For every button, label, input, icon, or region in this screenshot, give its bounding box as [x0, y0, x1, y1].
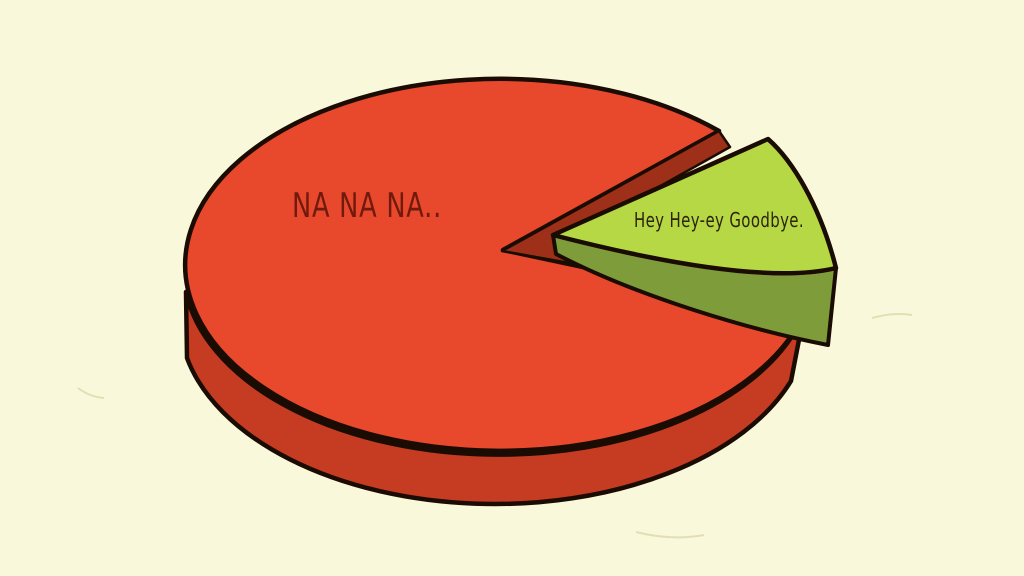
pie-large-slice-top: [182, 76, 807, 454]
small-slice-label: Hey Hey-ey Goodbye.: [634, 208, 804, 232]
large-slice-label: NA NA NA..: [292, 186, 442, 226]
background-sketch-marks: [77, 313, 913, 539]
exploded-slice-top: [550, 136, 839, 276]
